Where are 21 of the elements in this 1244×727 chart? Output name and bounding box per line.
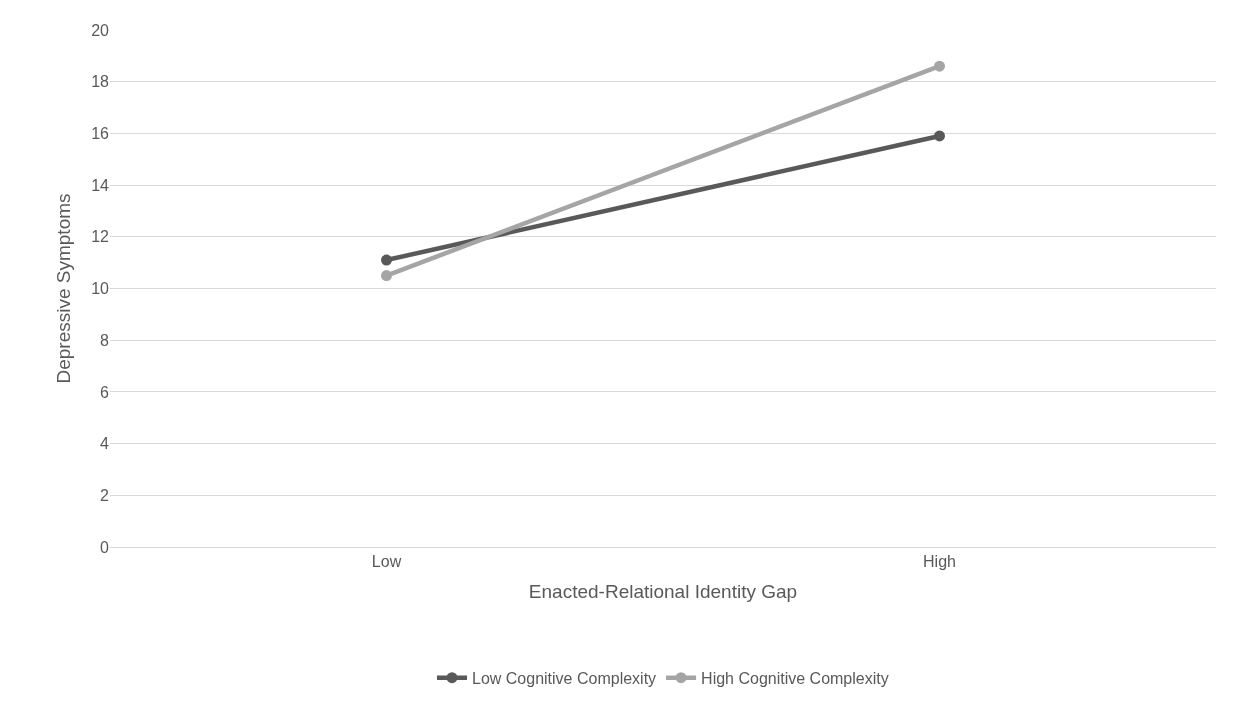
point [934,130,945,142]
x-tick-label: High [923,553,956,571]
y-tick-label: 12 [91,228,110,246]
legend-label: Low Cognitive Complexity [472,669,657,687]
y-tick-label: 16 [91,125,110,142]
x-tick-label: Low [371,553,402,571]
point [381,254,392,266]
y-tick-label: 0 [100,538,110,556]
y-tick-label: 10 [91,280,110,298]
legend-label: High Cognitive Complexity [701,669,889,687]
x-axis-title: Enacted-Relational Identity Gap [528,581,798,602]
y-tick-label: 2 [100,486,110,504]
y-tick-label: 8 [100,331,110,349]
y-tick-label: 6 [100,383,110,401]
y-tick-label: 14 [91,176,110,194]
y-tick-label: 20 [91,21,110,39]
point [934,60,945,72]
point [381,270,392,282]
y-tick-label: 4 [100,435,110,453]
y-axis-title: Depressive Symptoms [53,193,75,384]
y-tick-label: 18 [91,73,110,91]
